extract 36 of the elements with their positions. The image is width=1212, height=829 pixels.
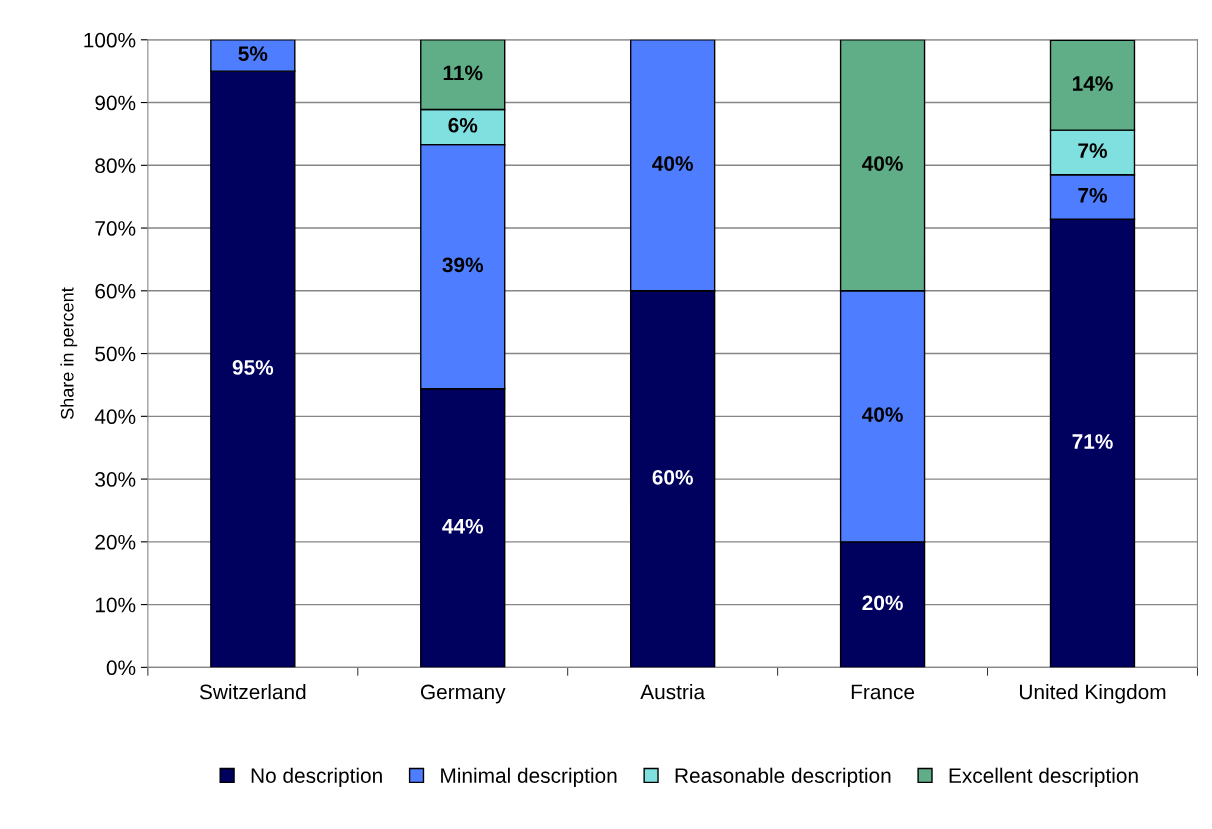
y-axis-title: Share in percent [60,287,78,419]
y-tick-label: 90% [95,95,136,111]
y-tick-label: 0% [106,660,136,676]
y-tick-label: 70% [95,221,136,236]
y-tick-label: 50% [95,346,136,362]
y-tick-label: 10% [95,597,136,613]
legend-label: Reasonable description [675,767,891,788]
data-label: 5% [238,46,268,62]
y-tick-label: 20% [95,534,136,550]
data-label: 40% [862,156,903,171]
data-label: 11% [443,65,483,81]
data-label: 44% [442,518,484,534]
legend-label: No description [251,767,382,788]
x-tick-label: Switzerland [199,684,306,700]
data-label: 14% [1072,76,1113,91]
data-label: 6% [448,117,478,133]
legend-label: Minimal description [441,767,617,788]
x-tick-label: Austria [640,684,706,700]
y-tick-label: 100% [84,32,136,48]
y-tick-label: 60% [95,283,136,299]
data-label: 40% [862,407,903,422]
data-label: 20% [862,595,903,611]
data-label: 40% [652,156,693,171]
y-tick-label: 40% [94,409,136,425]
data-label: 7% [1078,187,1107,203]
x-tick-label: Germany [420,684,506,704]
legend-label: Excellent description [949,767,1138,788]
data-label: 95% [232,360,274,375]
data-label: 71% [1072,434,1113,449]
data-label: 39% [442,257,484,273]
x-tick-label: United Kingdom [1019,684,1166,704]
y-tick-label: 80% [95,158,136,174]
data-label: 60% [652,469,693,485]
x-tick-label: France [851,684,915,700]
y-tick-label: 30% [95,472,136,487]
data-label: 7% [1078,143,1107,158]
